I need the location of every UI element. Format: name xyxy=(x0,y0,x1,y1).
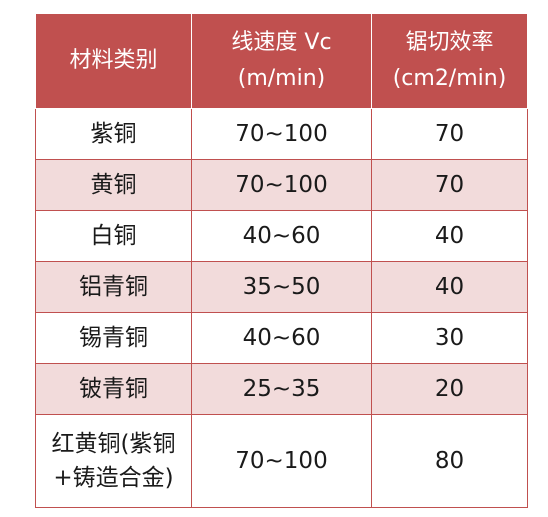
cell-efficiency: 20 xyxy=(371,363,528,415)
table-row: 锡青铜 40~60 30 xyxy=(35,312,528,364)
cell-speed: 40~60 xyxy=(191,210,372,262)
cell-material-line2: +铸造合金) xyxy=(53,465,174,491)
header-row: 材料类别 线速度 Vc (m/min) 锯切效率 (cm2/min) xyxy=(35,13,528,109)
header-efficiency-label: 锯切效率 xyxy=(405,30,494,55)
cell-material: 铝青铜 xyxy=(35,261,192,313)
cell-efficiency: 30 xyxy=(371,312,528,364)
cell-material: 红黄铜(紫铜 +铸造合金) xyxy=(35,414,192,508)
cell-material: 锡青铜 xyxy=(35,312,192,364)
data-table-container: 材料类别 线速度 Vc (m/min) 锯切效率 (cm2/min) 紫铜 70… xyxy=(35,13,528,508)
cell-speed: 70~100 xyxy=(191,159,372,211)
cell-efficiency: 70 xyxy=(371,108,528,160)
table-header: 材料类别 线速度 Vc (m/min) 锯切效率 (cm2/min) xyxy=(35,13,528,109)
cell-material: 紫铜 xyxy=(35,108,192,160)
table-body: 紫铜 70~100 70 黄铜 70~100 70 白铜 40~60 40 铝青… xyxy=(35,108,528,508)
material-cutting-table: 材料类别 线速度 Vc (m/min) 锯切效率 (cm2/min) 紫铜 70… xyxy=(35,13,528,508)
cell-efficiency: 80 xyxy=(371,414,528,508)
cell-material: 白铜 xyxy=(35,210,192,262)
header-line-speed: 线速度 Vc (m/min) xyxy=(191,13,372,109)
cell-material: 铍青铜 xyxy=(35,363,192,415)
header-efficiency-unit: (cm2/min) xyxy=(392,66,507,91)
table-row: 紫铜 70~100 70 xyxy=(35,108,528,160)
header-speed-label: 线速度 Vc xyxy=(231,30,332,55)
table-row: 黄铜 70~100 70 xyxy=(35,159,528,211)
header-speed-unit: (m/min) xyxy=(237,66,326,91)
cell-material-line1: 红黄铜(紫铜 xyxy=(51,431,176,457)
header-cutting-efficiency: 锯切效率 (cm2/min) xyxy=(371,13,528,109)
header-material-category: 材料类别 xyxy=(35,13,192,109)
table-row: 铝青铜 35~50 40 xyxy=(35,261,528,313)
cell-speed: 40~60 xyxy=(191,312,372,364)
table-row: 红黄铜(紫铜 +铸造合金) 70~100 80 xyxy=(35,414,528,508)
cell-efficiency: 40 xyxy=(371,261,528,313)
header-material-label: 材料类别 xyxy=(69,48,158,73)
table-row: 白铜 40~60 40 xyxy=(35,210,528,262)
cell-efficiency: 70 xyxy=(371,159,528,211)
cell-speed: 35~50 xyxy=(191,261,372,313)
cell-efficiency: 40 xyxy=(371,210,528,262)
cell-speed: 25~35 xyxy=(191,363,372,415)
table-row: 铍青铜 25~35 20 xyxy=(35,363,528,415)
cell-speed: 70~100 xyxy=(191,108,372,160)
cell-speed: 70~100 xyxy=(191,414,372,508)
cell-material: 黄铜 xyxy=(35,159,192,211)
